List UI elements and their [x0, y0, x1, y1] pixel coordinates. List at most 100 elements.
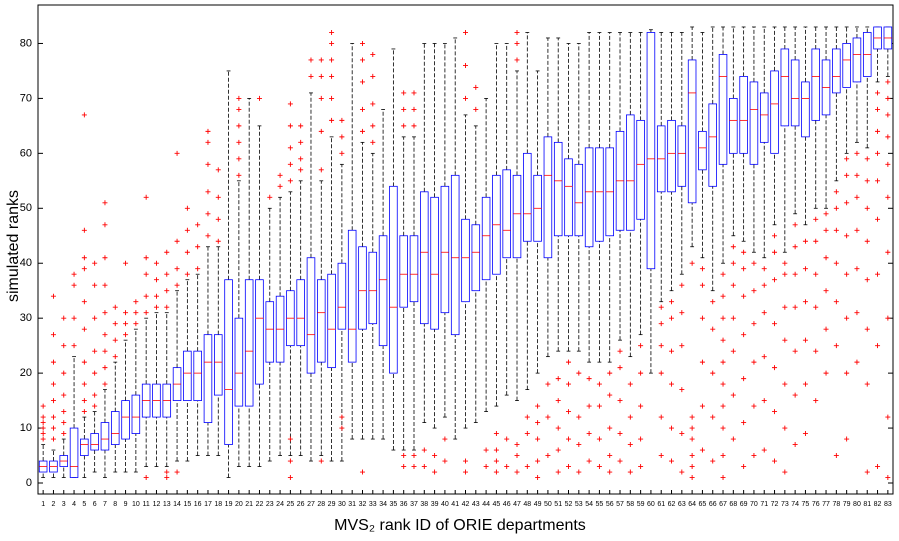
- outlier: [596, 381, 602, 387]
- outlier: [493, 447, 499, 453]
- box: [80, 438, 89, 456]
- outlier: [463, 62, 468, 68]
- outlier: [339, 150, 345, 156]
- outlier: [524, 414, 530, 420]
- outlier: [504, 464, 510, 470]
- x-tick-label: 79: [843, 501, 851, 508]
- outlier: [370, 73, 376, 79]
- box: [378, 235, 388, 347]
- outlier: [81, 398, 87, 404]
- x-tick-label: 73: [781, 501, 789, 508]
- outlier: [761, 282, 767, 288]
- box: [811, 48, 821, 121]
- x-tick-label: 41: [451, 501, 459, 508]
- outlier: [524, 431, 530, 437]
- outlier: [329, 57, 335, 63]
- outlier: [195, 222, 201, 228]
- outlier: [679, 282, 685, 288]
- outlier: [782, 304, 788, 310]
- outlier: [287, 436, 293, 442]
- y-tick-label: 40: [20, 257, 32, 269]
- outlier: [401, 90, 407, 96]
- outlier: [751, 321, 757, 327]
- outlier: [864, 326, 870, 332]
- outlier: [514, 57, 520, 63]
- outlier: [174, 150, 180, 156]
- outlier: [596, 436, 602, 442]
- outlier: [720, 403, 726, 409]
- outlier: [205, 189, 211, 195]
- outlier: [50, 414, 56, 420]
- x-tick-label: 31: [348, 501, 356, 508]
- box: [440, 185, 450, 314]
- box: [708, 103, 717, 187]
- x-tick-label: 7: [103, 501, 107, 508]
- outlier: [555, 376, 561, 382]
- outlier: [885, 134, 891, 140]
- outlier: [710, 370, 716, 376]
- outlier: [617, 431, 623, 437]
- x-tick-label: 14: [173, 501, 181, 508]
- outlier: [545, 453, 551, 459]
- box: [749, 81, 759, 165]
- outlier: [61, 343, 67, 349]
- x-tick-label: 53: [575, 501, 583, 508]
- outlier: [143, 255, 149, 261]
- box: [347, 229, 357, 363]
- outlier: [844, 233, 850, 239]
- box: [358, 246, 367, 330]
- outlier: [782, 425, 788, 431]
- outlier: [566, 409, 572, 415]
- outlier: [473, 106, 479, 112]
- outlier: [535, 458, 541, 464]
- box: [265, 301, 275, 363]
- outlier: [658, 343, 664, 349]
- outlier: [885, 95, 891, 101]
- outlier: [504, 436, 510, 442]
- outlier: [483, 447, 489, 453]
- x-tick-label: 37: [410, 501, 418, 508]
- outlier: [40, 420, 46, 426]
- outlier: [463, 469, 468, 475]
- outlier: [50, 359, 56, 365]
- box: [636, 119, 645, 220]
- outlier: [184, 249, 190, 255]
- x-tick-label: 22: [256, 501, 264, 508]
- outlier: [493, 431, 499, 437]
- outlier: [669, 299, 675, 305]
- y-tick-label: 80: [20, 37, 32, 49]
- outlier: [277, 172, 283, 178]
- outlier: [761, 310, 767, 316]
- outlier: [81, 326, 87, 332]
- outlier: [545, 381, 551, 387]
- outlier: [596, 403, 602, 409]
- outlier: [318, 128, 324, 134]
- outlier: [401, 453, 407, 459]
- outlier: [287, 101, 293, 107]
- outlier: [885, 414, 891, 420]
- outlier: [81, 266, 87, 272]
- outlier: [483, 464, 489, 470]
- outlier: [92, 315, 98, 321]
- outlier: [792, 392, 798, 398]
- x-tick-label: 76: [812, 501, 820, 508]
- x-tick-label: 75: [802, 501, 810, 508]
- outlier: [669, 315, 675, 321]
- outlier: [164, 475, 170, 481]
- outlier: [864, 381, 870, 387]
- x-tick-label: 57: [616, 501, 624, 508]
- outlier: [71, 315, 77, 321]
- outlier: [761, 354, 767, 360]
- outlier: [61, 392, 67, 398]
- outlier: [772, 249, 778, 255]
- outlier: [741, 332, 747, 338]
- outlier: [751, 403, 757, 409]
- outlier: [566, 381, 572, 387]
- outlier: [885, 315, 891, 321]
- box: [698, 130, 707, 171]
- outlier: [669, 458, 675, 464]
- outlier: [638, 370, 644, 376]
- outlier: [720, 359, 726, 365]
- outlier: [669, 425, 675, 431]
- outlier: [40, 431, 46, 437]
